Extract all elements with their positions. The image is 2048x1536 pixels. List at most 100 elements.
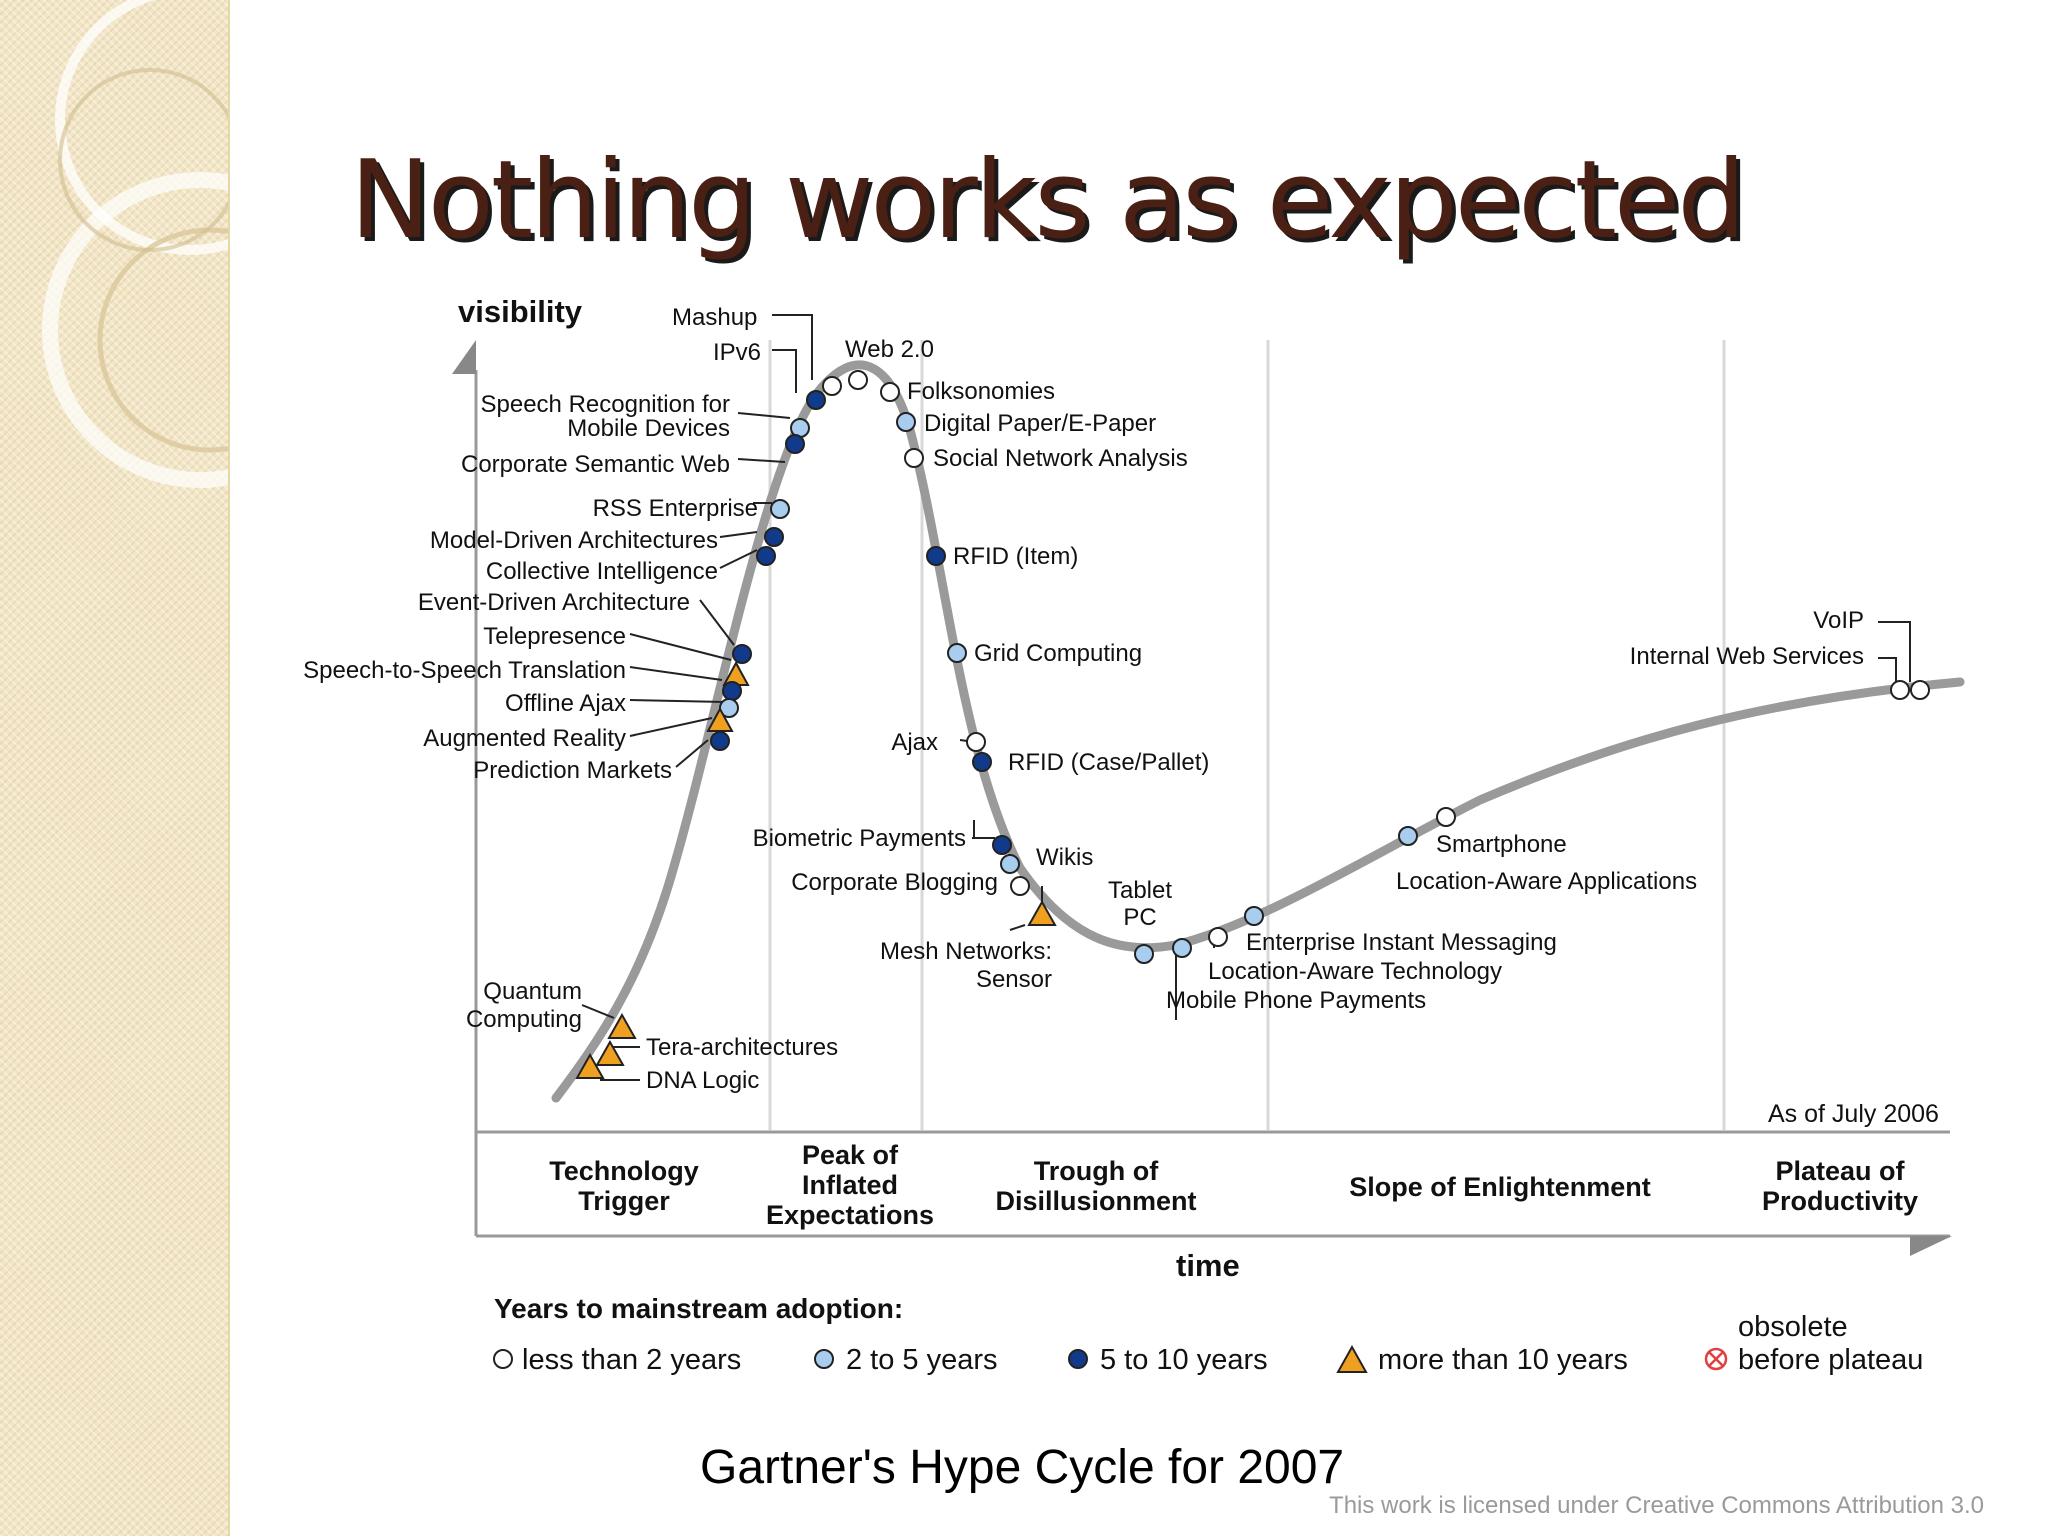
hype-curve (551, 360, 1965, 1103)
marker-voip (1910, 680, 1930, 700)
phase-label: Trigger (578, 1186, 670, 1216)
tech-label: Mobile Devices (567, 415, 730, 442)
phase-label: Expectations (766, 1200, 934, 1230)
tech-label: Location-Aware Applications (1396, 868, 1697, 895)
tech-label: Speech-to-Speech Translation (303, 657, 626, 684)
tech-label: DNA Logic (646, 1067, 759, 1094)
tech-label: Quantum (483, 978, 582, 1005)
tech-label: RFID (Case/Pallet) (1008, 749, 1209, 776)
tech-label: Collective Intelligence (486, 558, 718, 585)
phase-label: Inflated (802, 1170, 898, 1200)
phase-separators (768, 340, 1726, 1130)
tech-label: RFID (Item) (953, 543, 1078, 570)
marker-event-driven-architecture (732, 644, 752, 664)
marker-smartphone (1436, 807, 1456, 827)
tech-label: Mashup (672, 304, 757, 331)
marker-grid-computing (947, 643, 967, 663)
tech-label: Ajax (891, 729, 938, 756)
marker-wikis (1000, 854, 1020, 874)
marker-model-driven-architectures (764, 527, 784, 547)
marker-location-aware-applications (1398, 826, 1418, 846)
legend-obsolete-icon (1704, 1347, 1728, 1371)
figure-caption: Gartner's Hype Cycle for 2007 (700, 1441, 1345, 1494)
tech-label: Web 2.0 (845, 336, 934, 363)
marker-folksonomies (880, 382, 900, 402)
marker-location-aware-technology (1208, 927, 1228, 947)
legend: Years to mainstream adoption: less than … (493, 1293, 1923, 1376)
tech-label: PC (1123, 904, 1156, 931)
phase-label: Productivity (1762, 1186, 1918, 1216)
marker-corporate-semantic-web (785, 434, 805, 454)
marker-tablet-pc (1134, 944, 1154, 964)
legend-item-label: before plateau (1738, 1344, 1923, 1376)
tech-label: Grid Computing (974, 640, 1142, 667)
tech-label: Computing (466, 1006, 582, 1033)
legend-item-label: 5 to 10 years (1100, 1344, 1268, 1376)
x-axis-label: time (1176, 1248, 1240, 1283)
tech-label: Tera-architectures (646, 1034, 838, 1061)
technology-labels: Mashup IPv6 Web 2.0 Folksonomies Speech … (303, 304, 1864, 1094)
marker-prediction-markets (710, 731, 730, 751)
tech-label: Tablet (1108, 877, 1172, 904)
marker-corporate-blogging (1010, 876, 1030, 896)
marker-social-network-analysis (904, 448, 924, 468)
marker-rfid-item (926, 546, 946, 566)
phase-label: Peak of (802, 1140, 899, 1170)
marker-speech-to-speech (722, 681, 742, 701)
tech-label: Wikis (1036, 844, 1093, 871)
phase-label: Disillusionment (995, 1186, 1196, 1216)
marker-collective-intelligence (756, 546, 776, 566)
legend-circle-light-icon (814, 1349, 834, 1369)
marker-ipv6 (806, 390, 826, 410)
license-notice: This work is licensed under Creative Com… (1329, 1492, 1984, 1519)
y-axis-arrow-icon (452, 340, 476, 374)
legend-circle-dark-icon (1068, 1349, 1088, 1369)
phase-label: Slope of Enlightenment (1349, 1172, 1651, 1202)
tech-label: Model-Driven Architectures (430, 527, 718, 554)
tech-label: Internal Web Services (1630, 643, 1864, 670)
legend-item-label-top: obsolete (1738, 1311, 1848, 1343)
marker-web-2-0 (848, 370, 868, 390)
as-of-label: As of July 2006 (1768, 1100, 1939, 1128)
x-axis-arrow-icon (1910, 1236, 1952, 1256)
tech-label: Corporate Blogging (791, 869, 998, 896)
phase-label: Plateau of (1775, 1156, 1905, 1186)
decorative-rings-icon (42, 0, 228, 488)
phase-label: Technology (549, 1156, 699, 1186)
marker-mesh-networks-sensor (1027, 899, 1057, 926)
tech-label: Speech Recognition for (481, 391, 731, 418)
marker-quantum-computing (607, 1012, 637, 1039)
marker-mashup (822, 376, 842, 396)
tech-label: Telepresence (483, 623, 626, 650)
legend-item-label: 2 to 5 years (846, 1344, 998, 1376)
slide-title: Nothing works as expected (350, 138, 1746, 263)
marker-rfid-case-pallet (972, 752, 992, 772)
marker-enterprise-im (1244, 906, 1264, 926)
tech-label: Biometric Payments (753, 825, 966, 852)
tech-label: VoIP (1813, 607, 1864, 634)
legend-item-label: less than 2 years (522, 1344, 741, 1376)
phase-label: Trough of (1034, 1156, 1159, 1186)
tech-label: Corporate Semantic Web (461, 451, 730, 478)
marker-biometric-payments (992, 835, 1012, 855)
tech-label: Event-Driven Architecture (418, 589, 690, 616)
tech-label: Augmented Reality (423, 725, 626, 752)
marker-tera-architectures (595, 1039, 625, 1066)
tech-label: Mobile Phone Payments (1166, 987, 1426, 1014)
tech-label: IPv6 (713, 339, 761, 366)
tech-label: RSS Enterprise (593, 495, 758, 522)
axes (452, 340, 1952, 1256)
legend-item-label: more than 10 years (1378, 1344, 1628, 1376)
tech-label: Social Network Analysis (933, 445, 1188, 472)
legend-title: Years to mainstream adoption: (494, 1293, 903, 1324)
legend-triangle-icon (1336, 1344, 1368, 1373)
markers (575, 370, 1930, 1079)
marker-mobile-phone-payments (1172, 938, 1192, 958)
marker-rss-enterprise (770, 499, 790, 519)
marker-ajax (966, 732, 986, 752)
legend-circle-white-icon (493, 1349, 513, 1369)
tech-label: Sensor (976, 966, 1052, 993)
tech-label: Folksonomies (907, 378, 1055, 405)
marker-dna-logic (575, 1052, 605, 1079)
